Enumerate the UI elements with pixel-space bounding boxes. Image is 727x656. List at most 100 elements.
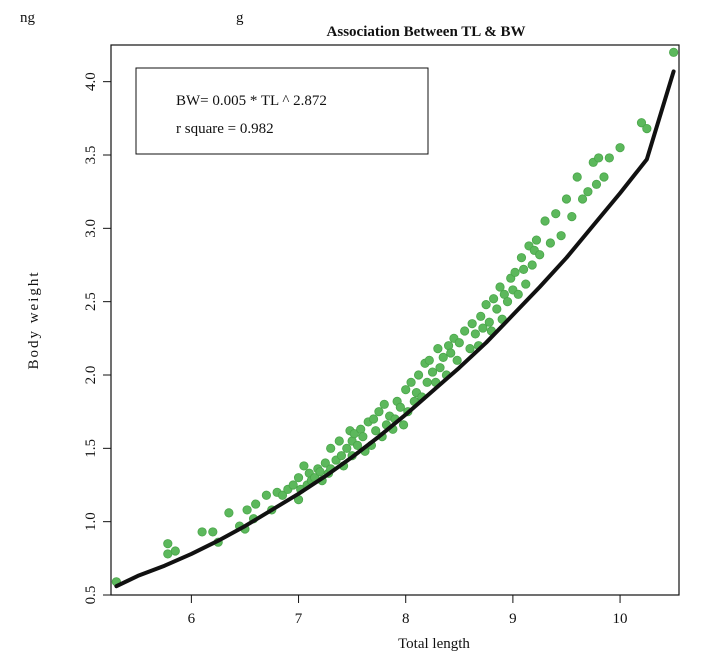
- data-point: [484, 317, 494, 327]
- data-point: [577, 194, 588, 204]
- y-axis: 0.5 1.0 1.5 2.0 2.5 3.0 3.5 4.0: [83, 72, 112, 605]
- x-axis: 6 7 8 9 10: [188, 594, 628, 627]
- data-point: [519, 264, 529, 274]
- equation-box: [135, 67, 429, 155]
- data-point: [371, 426, 381, 436]
- data-point: [510, 267, 520, 277]
- data-point: [599, 172, 609, 182]
- x-tick-label: 9: [509, 611, 517, 627]
- data-point: [242, 505, 252, 515]
- x-tick-label: 6: [188, 611, 196, 627]
- data-point: [293, 473, 304, 483]
- data-point: [288, 480, 298, 490]
- data-point: [352, 440, 363, 450]
- data-point: [163, 539, 173, 549]
- caption-fragment-left: ng: [20, 10, 36, 26]
- data-point: [261, 490, 271, 500]
- data-point: [208, 527, 218, 537]
- data-point: [438, 352, 448, 362]
- data-point: [406, 377, 416, 387]
- data-point: [422, 377, 432, 387]
- data-point: [583, 187, 593, 197]
- data-point: [531, 235, 542, 245]
- data-point: [413, 370, 424, 380]
- y-tick-label: 1.5: [83, 439, 99, 458]
- data-point: [591, 179, 602, 189]
- y-tick-label: 4.0: [83, 72, 99, 91]
- data-point: [320, 458, 330, 468]
- y-tick-label: 3.0: [83, 219, 99, 238]
- data-point: [452, 355, 462, 365]
- data-point: [334, 436, 344, 446]
- data-point: [170, 546, 180, 556]
- data-point: [561, 194, 572, 204]
- data-point: [433, 343, 443, 354]
- data-point: [470, 329, 480, 339]
- equation-text: BW= 0.005 * TL ^ 2.872: [176, 93, 327, 109]
- y-axis-label: Body weight: [26, 270, 42, 369]
- data-point: [379, 399, 389, 409]
- x-tick-label: 7: [295, 611, 303, 627]
- data-point: [358, 431, 368, 442]
- data-point: [342, 443, 352, 453]
- data-point: [556, 231, 566, 241]
- data-point: [527, 260, 537, 270]
- x-axis-label: Total length: [398, 636, 470, 652]
- data-point: [427, 367, 438, 377]
- y-tick-label: 2.0: [83, 366, 99, 385]
- data-point: [349, 429, 359, 439]
- data-point: [368, 414, 379, 424]
- data-point: [551, 209, 561, 219]
- r-square-text: r square = 0.982: [176, 121, 274, 137]
- data-point: [669, 47, 679, 57]
- fit-line: [114, 69, 676, 589]
- data-point: [540, 216, 550, 226]
- x-tick-label: 8: [402, 611, 410, 627]
- data-point: [513, 289, 523, 299]
- data-point: [492, 304, 502, 314]
- data-point: [197, 527, 207, 537]
- x-tick-label: 10: [613, 611, 628, 627]
- data-point: [488, 294, 499, 304]
- data-point: [467, 319, 477, 329]
- data-point: [374, 407, 384, 417]
- scatter-points: [111, 47, 679, 587]
- data-point: [567, 212, 577, 222]
- data-point: [465, 343, 475, 354]
- data-point: [315, 467, 325, 477]
- chart-title: Association Between TL & BW: [327, 24, 526, 40]
- data-point: [401, 385, 411, 395]
- y-tick-label: 0.5: [83, 586, 99, 605]
- y-tick-label: 3.5: [83, 146, 99, 165]
- data-point: [495, 282, 505, 292]
- data-point: [615, 143, 625, 153]
- data-point: [251, 499, 261, 509]
- y-tick-label: 1.0: [83, 512, 99, 531]
- data-point: [224, 508, 234, 518]
- data-point: [460, 326, 470, 336]
- data-point: [435, 363, 445, 373]
- y-tick-label: 2.5: [83, 292, 99, 311]
- data-point: [604, 153, 614, 163]
- data-point: [395, 402, 405, 412]
- data-point: [478, 323, 488, 333]
- data-point: [336, 451, 347, 461]
- data-point: [642, 124, 652, 134]
- data-point: [299, 461, 309, 471]
- data-point: [476, 311, 486, 321]
- data-point: [424, 355, 434, 365]
- data-point: [277, 490, 288, 500]
- data-point: [636, 118, 647, 128]
- data-point: [398, 420, 409, 430]
- data-point: [572, 172, 582, 182]
- data-point: [481, 299, 491, 310]
- data-point: [521, 279, 531, 289]
- data-point: [535, 250, 545, 260]
- data-point: [594, 153, 604, 163]
- data-point: [545, 238, 555, 248]
- data-point: [446, 348, 456, 358]
- caption-fragment-right: g: [236, 10, 244, 26]
- data-point: [502, 297, 513, 307]
- fit-line-group: [114, 69, 676, 589]
